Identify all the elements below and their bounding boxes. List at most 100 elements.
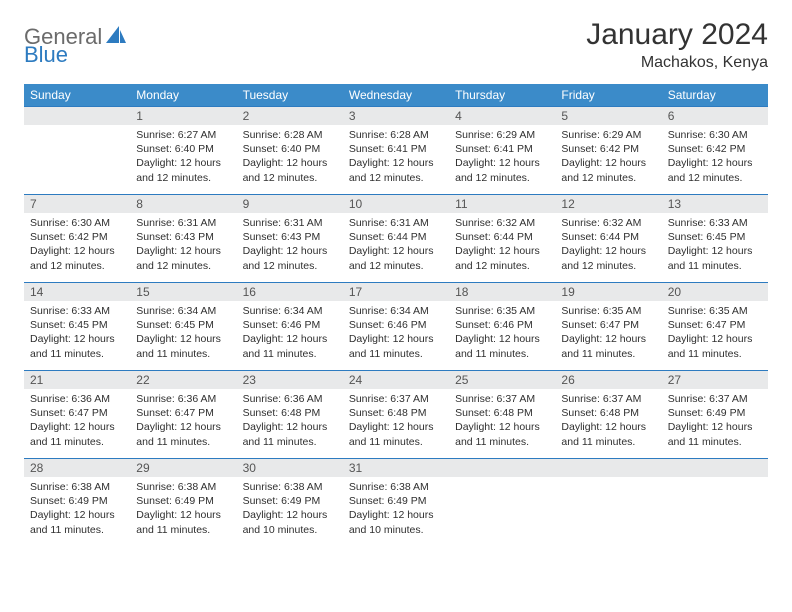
day-cell: [555, 459, 661, 547]
sunset-text: Sunset: 6:46 PM: [243, 318, 337, 332]
day-cell: 26Sunrise: 6:37 AMSunset: 6:48 PMDayligh…: [555, 371, 661, 459]
daylight-text: Daylight: 12 hours and 11 minutes.: [668, 332, 762, 360]
daylight-text: Daylight: 12 hours and 12 minutes.: [668, 156, 762, 184]
day-cell: 28Sunrise: 6:38 AMSunset: 6:49 PMDayligh…: [24, 459, 130, 547]
brand-text-2-wrap: Blue: [24, 42, 68, 68]
sunrise-text: Sunrise: 6:36 AM: [136, 392, 230, 406]
day-info: Sunrise: 6:35 AMSunset: 6:47 PMDaylight:…: [662, 301, 768, 367]
daylight-text: Daylight: 12 hours and 12 minutes.: [349, 156, 443, 184]
day-cell: 20Sunrise: 6:35 AMSunset: 6:47 PMDayligh…: [662, 283, 768, 371]
dayhead-wednesday: Wednesday: [343, 84, 449, 107]
day-cell: 9Sunrise: 6:31 AMSunset: 6:43 PMDaylight…: [237, 195, 343, 283]
sunrise-text: Sunrise: 6:38 AM: [243, 480, 337, 494]
daylight-text: Daylight: 12 hours and 12 minutes.: [243, 156, 337, 184]
sunrise-text: Sunrise: 6:34 AM: [349, 304, 443, 318]
day-cell: 4Sunrise: 6:29 AMSunset: 6:41 PMDaylight…: [449, 107, 555, 195]
day-cell: 19Sunrise: 6:35 AMSunset: 6:47 PMDayligh…: [555, 283, 661, 371]
sunrise-text: Sunrise: 6:33 AM: [668, 216, 762, 230]
dayhead-friday: Friday: [555, 84, 661, 107]
day-cell: 12Sunrise: 6:32 AMSunset: 6:44 PMDayligh…: [555, 195, 661, 283]
day-number: 6: [662, 107, 768, 125]
daylight-text: Daylight: 12 hours and 12 minutes.: [243, 244, 337, 272]
daylight-text: Daylight: 12 hours and 12 minutes.: [455, 156, 549, 184]
day-number: 17: [343, 283, 449, 301]
sunset-text: Sunset: 6:49 PM: [136, 494, 230, 508]
sunrise-text: Sunrise: 6:37 AM: [561, 392, 655, 406]
day-cell: [24, 107, 130, 195]
day-info: Sunrise: 6:34 AMSunset: 6:46 PMDaylight:…: [343, 301, 449, 367]
day-number: 9: [237, 195, 343, 213]
day-info: Sunrise: 6:37 AMSunset: 6:48 PMDaylight:…: [449, 389, 555, 455]
day-number: [555, 459, 661, 477]
sunrise-text: Sunrise: 6:35 AM: [561, 304, 655, 318]
day-info: Sunrise: 6:36 AMSunset: 6:47 PMDaylight:…: [130, 389, 236, 455]
sunset-text: Sunset: 6:45 PM: [136, 318, 230, 332]
day-cell: 10Sunrise: 6:31 AMSunset: 6:44 PMDayligh…: [343, 195, 449, 283]
day-number: 19: [555, 283, 661, 301]
day-number: [24, 107, 130, 125]
sunrise-text: Sunrise: 6:38 AM: [30, 480, 124, 494]
day-info: Sunrise: 6:32 AMSunset: 6:44 PMDaylight:…: [555, 213, 661, 279]
day-number: 22: [130, 371, 236, 389]
sunrise-text: Sunrise: 6:31 AM: [243, 216, 337, 230]
day-number: 27: [662, 371, 768, 389]
sunrise-text: Sunrise: 6:28 AM: [349, 128, 443, 142]
sunset-text: Sunset: 6:43 PM: [136, 230, 230, 244]
sunrise-text: Sunrise: 6:37 AM: [349, 392, 443, 406]
day-info: Sunrise: 6:38 AMSunset: 6:49 PMDaylight:…: [343, 477, 449, 543]
sunset-text: Sunset: 6:41 PM: [349, 142, 443, 156]
daylight-text: Daylight: 12 hours and 11 minutes.: [668, 420, 762, 448]
day-info: Sunrise: 6:31 AMSunset: 6:43 PMDaylight:…: [237, 213, 343, 279]
day-number: 15: [130, 283, 236, 301]
day-info: Sunrise: 6:37 AMSunset: 6:48 PMDaylight:…: [555, 389, 661, 455]
daylight-text: Daylight: 12 hours and 12 minutes.: [136, 244, 230, 272]
sunrise-text: Sunrise: 6:35 AM: [668, 304, 762, 318]
daylight-text: Daylight: 12 hours and 11 minutes.: [243, 332, 337, 360]
day-number: 18: [449, 283, 555, 301]
week-row: 28Sunrise: 6:38 AMSunset: 6:49 PMDayligh…: [24, 459, 768, 547]
day-info: Sunrise: 6:36 AMSunset: 6:47 PMDaylight:…: [24, 389, 130, 455]
day-number: 13: [662, 195, 768, 213]
day-cell: 6Sunrise: 6:30 AMSunset: 6:42 PMDaylight…: [662, 107, 768, 195]
daylight-text: Daylight: 12 hours and 12 minutes.: [30, 244, 124, 272]
sunset-text: Sunset: 6:40 PM: [136, 142, 230, 156]
day-info: Sunrise: 6:37 AMSunset: 6:48 PMDaylight:…: [343, 389, 449, 455]
day-number: 23: [237, 371, 343, 389]
week-row: 21Sunrise: 6:36 AMSunset: 6:47 PMDayligh…: [24, 371, 768, 459]
week-row: 1Sunrise: 6:27 AMSunset: 6:40 PMDaylight…: [24, 107, 768, 195]
day-cell: 21Sunrise: 6:36 AMSunset: 6:47 PMDayligh…: [24, 371, 130, 459]
day-cell: 1Sunrise: 6:27 AMSunset: 6:40 PMDaylight…: [130, 107, 236, 195]
sunset-text: Sunset: 6:48 PM: [349, 406, 443, 420]
day-number: 1: [130, 107, 236, 125]
week-row: 7Sunrise: 6:30 AMSunset: 6:42 PMDaylight…: [24, 195, 768, 283]
sunrise-text: Sunrise: 6:37 AM: [455, 392, 549, 406]
dayhead-thursday: Thursday: [449, 84, 555, 107]
sunset-text: Sunset: 6:49 PM: [243, 494, 337, 508]
day-info: Sunrise: 6:32 AMSunset: 6:44 PMDaylight:…: [449, 213, 555, 279]
sunset-text: Sunset: 6:48 PM: [561, 406, 655, 420]
day-number: 30: [237, 459, 343, 477]
sunrise-text: Sunrise: 6:35 AM: [455, 304, 549, 318]
sunset-text: Sunset: 6:46 PM: [349, 318, 443, 332]
day-cell: 29Sunrise: 6:38 AMSunset: 6:49 PMDayligh…: [130, 459, 236, 547]
daylight-text: Daylight: 12 hours and 12 minutes.: [349, 244, 443, 272]
day-cell: 18Sunrise: 6:35 AMSunset: 6:46 PMDayligh…: [449, 283, 555, 371]
daylight-text: Daylight: 12 hours and 12 minutes.: [561, 244, 655, 272]
sunrise-text: Sunrise: 6:32 AM: [561, 216, 655, 230]
sunrise-text: Sunrise: 6:29 AM: [455, 128, 549, 142]
day-number: 11: [449, 195, 555, 213]
day-cell: 5Sunrise: 6:29 AMSunset: 6:42 PMDaylight…: [555, 107, 661, 195]
day-cell: 17Sunrise: 6:34 AMSunset: 6:46 PMDayligh…: [343, 283, 449, 371]
sunrise-text: Sunrise: 6:38 AM: [349, 480, 443, 494]
calendar-table: Sunday Monday Tuesday Wednesday Thursday…: [24, 84, 768, 547]
header: General January 2024 Machakos, Kenya: [24, 18, 768, 72]
day-cell: 25Sunrise: 6:37 AMSunset: 6:48 PMDayligh…: [449, 371, 555, 459]
sunrise-text: Sunrise: 6:30 AM: [30, 216, 124, 230]
week-row: 14Sunrise: 6:33 AMSunset: 6:45 PMDayligh…: [24, 283, 768, 371]
sunset-text: Sunset: 6:40 PM: [243, 142, 337, 156]
day-number: 21: [24, 371, 130, 389]
sunset-text: Sunset: 6:47 PM: [136, 406, 230, 420]
day-cell: 16Sunrise: 6:34 AMSunset: 6:46 PMDayligh…: [237, 283, 343, 371]
sunrise-text: Sunrise: 6:27 AM: [136, 128, 230, 142]
sunrise-text: Sunrise: 6:29 AM: [561, 128, 655, 142]
